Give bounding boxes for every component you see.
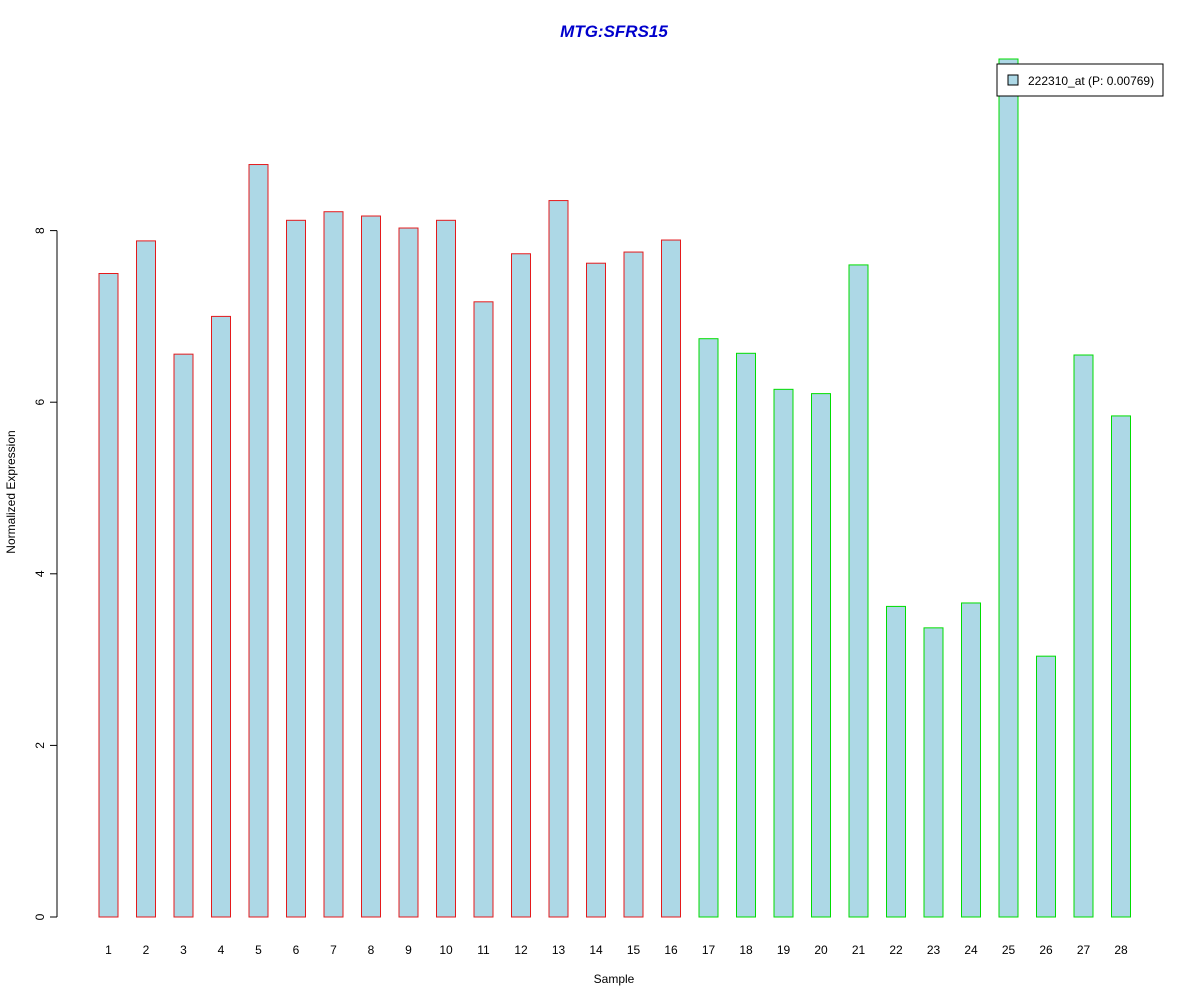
x-tick-label: 5	[255, 943, 262, 957]
x-tick-label: 18	[739, 943, 753, 957]
x-tick-label: 13	[552, 943, 566, 957]
x-tick-label: 11	[477, 943, 490, 957]
bar-sample-26	[1036, 655, 1056, 918]
x-tick-label: 27	[1077, 943, 1091, 957]
y-tick-label: 6	[33, 399, 47, 406]
x-tick-label: 10	[439, 943, 453, 957]
bar-sample-5	[248, 164, 269, 918]
legend-box	[996, 63, 1164, 97]
bar-sample-20	[811, 393, 831, 918]
bar-sample-24	[961, 602, 981, 918]
y-tick-label: 4	[33, 570, 47, 577]
x-tick-label: 20	[814, 943, 828, 957]
x-tick-label: 14	[589, 943, 603, 957]
x-tick-label: 7	[330, 943, 337, 957]
x-axis-label: Sample	[594, 972, 635, 986]
chart-title: MTG:SFRS15	[560, 22, 668, 41]
bars	[98, 58, 1131, 918]
x-tick-label: 16	[664, 943, 678, 957]
bar-sample-9	[398, 227, 419, 918]
y-tick-label: 2	[33, 742, 47, 749]
x-tick-label: 22	[889, 943, 903, 957]
bar-sample-17	[698, 338, 719, 918]
bar-sample-25	[998, 58, 1019, 918]
x-tick-label: 4	[218, 943, 225, 957]
bar-sample-7	[323, 211, 344, 918]
bar-sample-11	[473, 301, 494, 918]
legend-entry-label: 222310_at (P: 0.00769)	[1028, 74, 1154, 88]
x-axis-tick-labels: 1 2 3 4 5 6 7 8 9 10 11 12 13 14 15 16 17 18 19 20 21 22 23 24 2…	[105, 943, 1128, 957]
bar-sample-14	[586, 262, 606, 918]
x-tick-label: 6	[293, 943, 300, 957]
bar-sample-2	[136, 240, 156, 918]
x-tick-label: 21	[852, 943, 866, 957]
bar-sample-10	[436, 219, 456, 918]
x-tick-label: 8	[368, 943, 375, 957]
x-tick-label: 23	[927, 943, 941, 957]
x-tick-label: 28	[1114, 943, 1128, 957]
bar-sample-15	[623, 251, 644, 918]
y-tick-label: 0	[33, 913, 47, 920]
bar-sample-8	[361, 215, 381, 918]
x-tick-label: 25	[1002, 943, 1016, 957]
x-tick-label: 2	[143, 943, 150, 957]
x-tick-label: 26	[1039, 943, 1053, 957]
x-tick-label: 9	[405, 943, 412, 957]
bar-sample-13	[548, 200, 569, 918]
y-axis-label: Normalized Expression	[4, 430, 18, 553]
legend: 222310_at (P: 0.00769)	[996, 63, 1164, 97]
bar-sample-4	[211, 315, 231, 918]
x-tick-label: 17	[702, 943, 716, 957]
bar-sample-12	[511, 253, 531, 918]
bar-sample-28	[1111, 415, 1131, 918]
bar-sample-1	[98, 273, 119, 918]
x-tick-label: 12	[514, 943, 528, 957]
bar-sample-23	[923, 627, 944, 918]
bar-sample-16	[661, 239, 681, 918]
bar-sample-3	[173, 353, 194, 918]
x-tick-label: 24	[964, 943, 978, 957]
bar-sample-22	[886, 605, 906, 918]
legend-swatch	[1007, 74, 1019, 86]
y-tick-label: 8	[33, 227, 47, 234]
bar-sample-19	[773, 388, 794, 918]
x-tick-label: 3	[180, 943, 187, 957]
y-axis: 0 2 4 6 8	[33, 227, 58, 920]
x-tick-label: 15	[627, 943, 641, 957]
bar-sample-21	[848, 264, 869, 918]
bar-sample-18	[736, 352, 756, 918]
bar-sample-27	[1073, 354, 1094, 918]
x-tick-label: 19	[777, 943, 791, 957]
x-tick-label: 1	[105, 943, 112, 957]
bar-sample-6	[286, 219, 306, 918]
